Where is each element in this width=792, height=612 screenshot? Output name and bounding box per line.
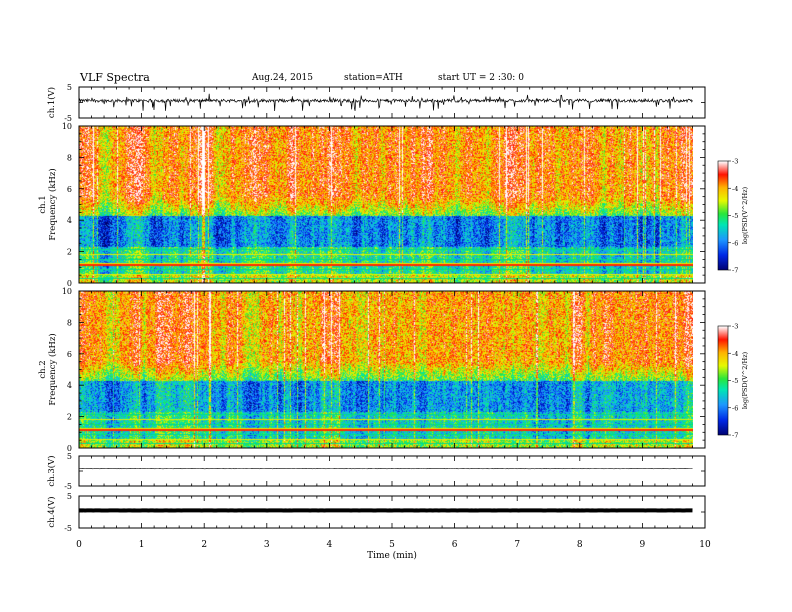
ch3_waveform-ylabel: ch.3(V) [46,455,57,486]
ch3_waveform-ylabel-line: ch.3(V) [46,455,57,486]
ch1_spectrogram-colorbar-tick-label: -6 [732,239,738,247]
xtick-label: 2 [201,540,207,550]
ch1_spectrogram-colorbar-label-text: log(PSD(V^2/Hz) [741,186,749,244]
xtick-label: 5 [389,540,395,550]
start-time-label: start UT = 2 :30: 0 [438,73,524,83]
ch2_spectrogram-ylabel: ch.2 Frequency (kHz) [38,333,58,405]
ch1_spectrogram-colorbar-label: log(PSD(V^2/Hz) [741,186,749,244]
ch1_spectrogram-ytick-label: 6 [67,185,72,194]
ch1_spectrogram-heatmap [79,126,693,283]
ch1_waveform-ytick-top: 5 [67,83,72,92]
ch1_spectrogram-ytick-label: 4 [67,216,72,225]
xtick-label: 10 [699,540,711,550]
ch1_spectrogram-colorbar [718,161,728,270]
ch1_spectrogram-ylabel-line: ch.1 [38,195,48,213]
xtick-label: 6 [452,540,458,550]
xtick-label: 0 [76,540,82,550]
xtick-label: 1 [139,540,145,550]
ch1_spectrogram-ytick-label: 8 [67,153,72,162]
ch1_spectrogram-ytick-label: 2 [67,248,72,257]
ch2_spectrogram-colorbar-tick-label: -6 [732,404,738,412]
ch2_spectrogram-ytick-label: 8 [67,318,72,327]
ch2_spectrogram-ytick-label: 4 [67,381,72,390]
ch3_waveform-ytick-top: 5 [67,452,72,461]
ch1_spectrogram-colorbar-tick-label: -7 [732,267,738,275]
xtick-label: 8 [577,540,583,550]
ch1_spectrogram-ytick-label: 10 [62,122,72,131]
ch2_spectrogram-colorbar-tick-label: -7 [732,432,738,440]
ch1_waveform-ylabel: ch.1(V) [46,87,57,118]
ch4_waveform-ytick-bottom: -5 [64,524,72,533]
xtick-label: 9 [640,540,646,550]
xtick-label: 7 [514,540,520,550]
ch1_spectrogram-ylabel-line: Frequency (kHz) [47,168,58,240]
chart-title: VLF Spectra [80,71,150,84]
ch2_spectrogram-ytick-label: 10 [62,287,72,296]
ch1_waveform-ytick-bottom: -5 [64,114,72,123]
station-label: station=ATH [344,73,403,83]
ch1_waveform-ylabel-line: ch.1(V) [46,87,57,118]
ch1_spectrogram-ytick-label: 0 [67,279,72,288]
ch1_spectrogram-colorbar-tick-label: -3 [732,158,738,166]
xaxis-label: Time (min) [367,550,417,561]
ch2_spectrogram-colorbar-label-text: log(PSD(V^2/Hz) [741,351,749,409]
ch1_waveform-trace [78,93,693,112]
ch2_spectrogram-ylabel-line: Frequency (kHz) [47,333,58,405]
ch2_spectrogram-ytick-label: 0 [67,444,72,453]
ch2_spectrogram-colorbar-label: log(PSD(V^2/Hz) [741,351,749,409]
ch4_waveform-ylabel: ch.4(V) [46,496,57,527]
xtick-label: 3 [264,540,270,550]
ch3_waveform-ytick-bottom: -5 [64,482,72,491]
ch2_spectrogram-ytick-label: 6 [67,350,72,359]
ch2_spectrogram-ylabel-line: ch.2 [38,360,48,378]
ch2_spectrogram-colorbar-tick-label: -5 [732,377,738,385]
ch1_spectrogram-ylabel: ch.1 Frequency (kHz) [38,168,58,240]
ch2_spectrogram-colorbar-tick-label: -3 [732,323,738,331]
xtick-label: 4 [327,540,333,550]
ch1_spectrogram-colorbar-tick-label: -5 [732,212,738,220]
ch4_waveform-ytick-top: 5 [67,492,72,501]
ch2_spectrogram-colorbar-tick-label: -4 [732,350,738,358]
ch4_waveform-ylabel-line: ch.4(V) [46,496,57,527]
date-label: Aug.24, 2015 [252,73,313,83]
ch2_spectrogram-heatmap [79,291,693,448]
ch1_spectrogram-colorbar-tick-label: -4 [732,185,738,193]
ch2_spectrogram-colorbar [718,326,728,435]
ch2_spectrogram-ytick-label: 2 [67,413,72,422]
